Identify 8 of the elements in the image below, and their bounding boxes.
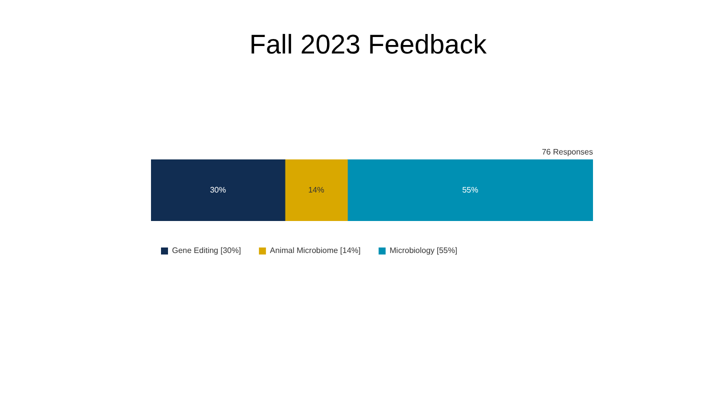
data-label: 55% [462,185,478,194]
chart-title: Fall 2023 Feedback [249,30,488,60]
legend-label: Gene Editing [30%] [172,246,241,256]
legend-label: Microbiology [55%] [390,246,458,256]
text: 76 Responses [542,148,593,157]
data-label: 30% [210,185,226,194]
data-label: 14% [308,185,324,194]
legend-label: Animal Microbiome [14%] [270,246,361,256]
